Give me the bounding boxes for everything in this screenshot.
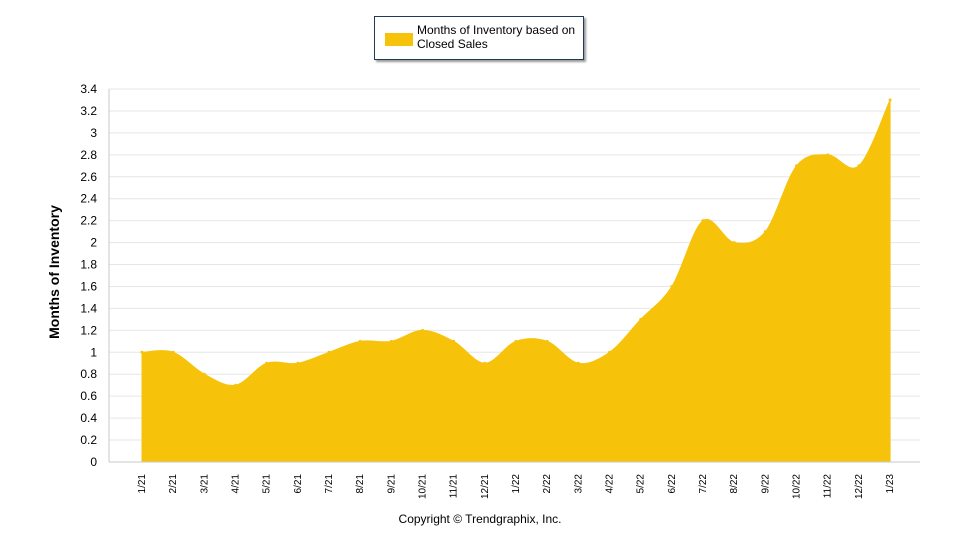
data-point bbox=[857, 164, 861, 168]
data-point bbox=[732, 241, 736, 245]
data-point bbox=[888, 98, 892, 102]
x-tick-label: 2/22 bbox=[542, 474, 553, 494]
data-point bbox=[265, 361, 269, 365]
data-point bbox=[234, 383, 238, 387]
x-tick-label: 4/22 bbox=[605, 474, 616, 494]
data-point bbox=[608, 350, 612, 354]
data-point bbox=[483, 361, 487, 365]
data-point bbox=[670, 284, 674, 288]
data-point bbox=[171, 350, 175, 354]
x-tick-label: 7/22 bbox=[698, 474, 709, 494]
x-tick-label: 1/21 bbox=[137, 474, 148, 494]
area-series bbox=[140, 98, 892, 463]
x-tick-label: 2/21 bbox=[168, 474, 179, 494]
data-point bbox=[140, 350, 144, 354]
y-tick-label: 1.8 bbox=[80, 258, 97, 272]
x-tick-label: 11/22 bbox=[823, 474, 834, 499]
x-tick-label: 5/21 bbox=[262, 474, 273, 494]
x-tick-label: 7/21 bbox=[324, 474, 335, 494]
x-tick-label: 8/22 bbox=[729, 474, 740, 494]
y-tick-label: 2.4 bbox=[80, 192, 97, 206]
x-tick-label: 1/23 bbox=[885, 474, 896, 494]
y-axis-label: Months of Inventory bbox=[46, 205, 62, 339]
data-point bbox=[701, 219, 705, 223]
data-point bbox=[202, 372, 206, 376]
y-tick-label: 1 bbox=[90, 345, 97, 359]
x-tick-label: 8/21 bbox=[355, 474, 366, 494]
y-tick-label: 0.8 bbox=[80, 367, 97, 381]
x-tick-label: 5/22 bbox=[636, 474, 647, 494]
y-tick-label: 3.4 bbox=[80, 82, 97, 96]
y-tick-label: 3.2 bbox=[80, 104, 97, 118]
data-point bbox=[389, 339, 393, 343]
y-tick-label: 3 bbox=[90, 126, 97, 140]
x-tick-label: 10/21 bbox=[418, 474, 429, 499]
y-tick-label: 0.6 bbox=[80, 389, 97, 403]
data-point bbox=[421, 328, 425, 332]
legend: Months of Inventory based on Closed Sale… bbox=[374, 16, 584, 60]
data-point bbox=[327, 350, 331, 354]
x-tick-label: 6/21 bbox=[293, 474, 304, 494]
x-tick-label: 1/22 bbox=[511, 474, 522, 494]
y-tick-label: 2.2 bbox=[80, 214, 97, 228]
x-tick-label: 3/22 bbox=[573, 474, 584, 494]
y-tick-label: 0 bbox=[90, 455, 97, 469]
y-tick-label: 0.2 bbox=[80, 433, 97, 447]
y-tick-label: 1.2 bbox=[80, 323, 97, 337]
x-tick-label: 12/21 bbox=[480, 474, 491, 499]
y-tick-labels: 0 0.2 0.4 0.6 0.8 1 1.2 1.4 1.6 1.8 2 2.2 2.4 2.6 2.8 3… bbox=[80, 82, 97, 469]
x-tick-label: 6/22 bbox=[667, 474, 678, 494]
data-point bbox=[639, 317, 643, 321]
y-tick-label: 0.4 bbox=[80, 411, 97, 425]
legend-swatch bbox=[385, 33, 413, 46]
x-tick-label: 11/21 bbox=[449, 474, 460, 499]
copyright: Copyright © Trendgraphix, Inc. bbox=[398, 512, 562, 526]
x-tick-label: 9/21 bbox=[386, 474, 397, 494]
y-tick-label: 2.8 bbox=[80, 148, 97, 162]
data-point bbox=[763, 230, 767, 234]
data-point bbox=[826, 153, 830, 157]
data-point bbox=[452, 339, 456, 343]
y-tick-label: 1.4 bbox=[80, 301, 97, 315]
x-tick-label: 4/21 bbox=[231, 474, 242, 494]
y-tick-label: 2.6 bbox=[80, 170, 97, 184]
area-fill bbox=[141, 99, 891, 463]
data-point bbox=[514, 339, 518, 343]
data-point bbox=[545, 339, 549, 343]
gridlines bbox=[109, 88, 920, 441]
x-tick-label: 9/22 bbox=[760, 474, 771, 494]
data-point bbox=[296, 361, 300, 365]
x-tick-label: 10/22 bbox=[792, 474, 803, 499]
legend-label: Months of Inventory based on Closed Sale… bbox=[417, 23, 576, 51]
axes bbox=[108, 89, 920, 463]
x-tick-label: 12/22 bbox=[854, 474, 865, 499]
data-point bbox=[576, 361, 580, 365]
data-point bbox=[358, 339, 362, 343]
x-tick-label: 3/21 bbox=[199, 474, 210, 494]
data-point bbox=[795, 164, 799, 168]
x-tick-labels: 1/21 2/21 3/21 4/21 5/21 6/21 7/21 8/21 9/21 10/2… bbox=[137, 474, 896, 499]
y-tick-label: 1.6 bbox=[80, 279, 97, 293]
y-tick-label: 2 bbox=[90, 236, 97, 250]
